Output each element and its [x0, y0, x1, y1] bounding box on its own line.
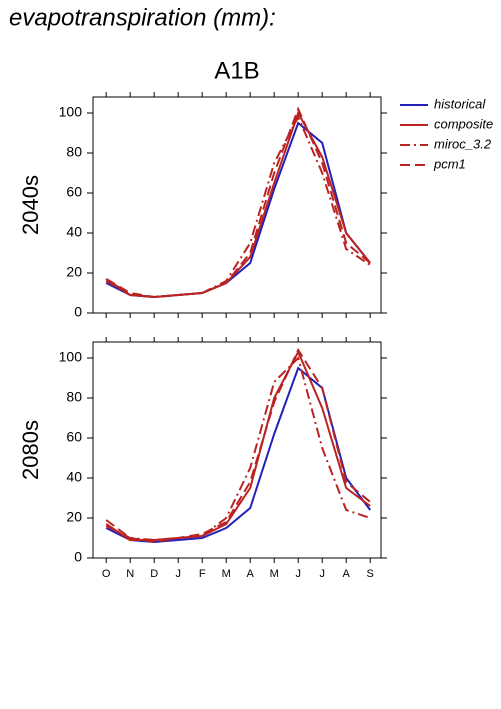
plot-frame [92, 341, 382, 559]
y-tick-label: 60 [66, 429, 82, 445]
plot-frame [92, 96, 382, 314]
x-tick-label: M [270, 568, 279, 580]
x-tick-label: J [175, 568, 181, 580]
x-tick-label: A [343, 568, 351, 580]
y-tick-label: 80 [66, 389, 82, 405]
y-tick-label: 100 [59, 104, 83, 120]
subtitle: A1B [214, 57, 259, 84]
series-line [105, 347, 371, 544]
y-tick-label: 40 [66, 224, 82, 240]
row-label: 2040s [18, 175, 43, 235]
y-tick-label: 100 [59, 349, 83, 365]
legend-label: miroc_3.2 [434, 136, 492, 151]
x-tick-label: M [222, 568, 231, 580]
y-tick-label: 0 [74, 304, 82, 320]
series-line [105, 356, 371, 542]
x-tick-label: D [150, 568, 158, 580]
x-tick-label: J [295, 568, 301, 580]
series-line [105, 349, 371, 541]
y-tick-label: 20 [66, 509, 82, 525]
series-line [105, 106, 371, 299]
x-tick-label: O [102, 568, 111, 580]
legend-label: historical [434, 96, 486, 111]
y-tick-label: 40 [66, 469, 82, 485]
page-title: evapotranspiration (mm): [9, 4, 276, 31]
x-tick-label: A [247, 568, 255, 580]
y-tick-label: 20 [66, 264, 82, 280]
legend-label: pcm1 [433, 156, 466, 171]
x-tick-label: N [126, 568, 134, 580]
x-tick-label: S [367, 568, 374, 580]
x-tick-label: F [199, 568, 206, 580]
legend-label: composite [434, 116, 493, 131]
y-tick-label: 60 [66, 184, 82, 200]
y-tick-label: 80 [66, 144, 82, 160]
y-tick-label: 0 [74, 549, 82, 565]
row-label: 2080s [18, 420, 43, 480]
series-line [105, 366, 372, 544]
x-tick-label: J [319, 568, 325, 580]
